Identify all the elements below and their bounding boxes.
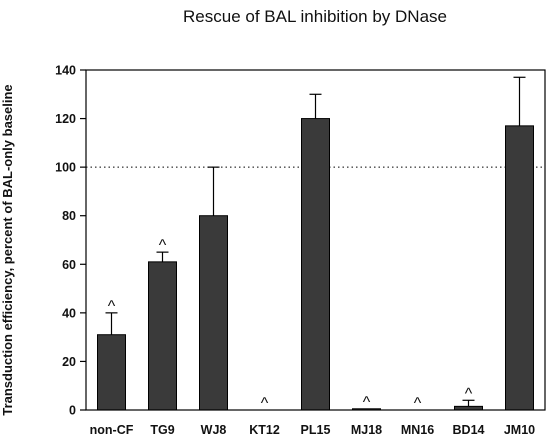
y-tick-label: 40	[62, 306, 76, 320]
x-tick-label: TG9	[150, 423, 174, 434]
significance-marker: ^	[414, 395, 422, 412]
plot-frame	[85, 69, 546, 411]
y-tick-label: 80	[62, 209, 76, 223]
x-tick-label: WJ8	[201, 423, 227, 434]
bars-group: ^ ^ ^ ^ ^ ^	[97, 76, 534, 412]
bar	[148, 261, 177, 411]
plot-border	[85, 69, 546, 411]
y-axis-ticks: 0 20 40 60 80 100 120 140	[55, 64, 86, 418]
y-axis-label: Transduction efficiency, percent of BAL-…	[0, 84, 15, 415]
x-tick-label: MJ18	[351, 423, 382, 434]
y-tick-label: 100	[55, 161, 76, 175]
x-tick-label: PL15	[301, 423, 331, 434]
bar	[301, 118, 330, 411]
chart-title: Rescue of BAL inhibition by DNase	[183, 7, 447, 26]
x-axis-labels: non-CF TG9 WJ8 KT12 PL15 MJ18 MN16 BD14 JM10	[90, 423, 536, 434]
significance-marker: ^	[363, 394, 371, 411]
significance-marker: ^	[159, 237, 167, 254]
y-tick-label: 140	[55, 64, 76, 78]
bar	[505, 125, 534, 411]
x-tick-label: KT12	[249, 423, 280, 434]
x-tick-label: BD14	[453, 423, 485, 434]
significance-marker: ^	[108, 298, 116, 315]
x-tick-label: non-CF	[90, 423, 134, 434]
significance-marker: ^	[465, 385, 473, 402]
x-tick-label: MN16	[401, 423, 434, 434]
y-tick-label: 20	[62, 355, 76, 369]
significance-marker: ^	[261, 395, 269, 412]
x-tick-label: JM10	[504, 423, 535, 434]
bar	[97, 334, 126, 411]
y-tick-label: 120	[55, 112, 76, 126]
bar	[199, 215, 228, 411]
y-tick-label: 0	[69, 404, 76, 418]
y-tick-label: 60	[62, 258, 76, 272]
